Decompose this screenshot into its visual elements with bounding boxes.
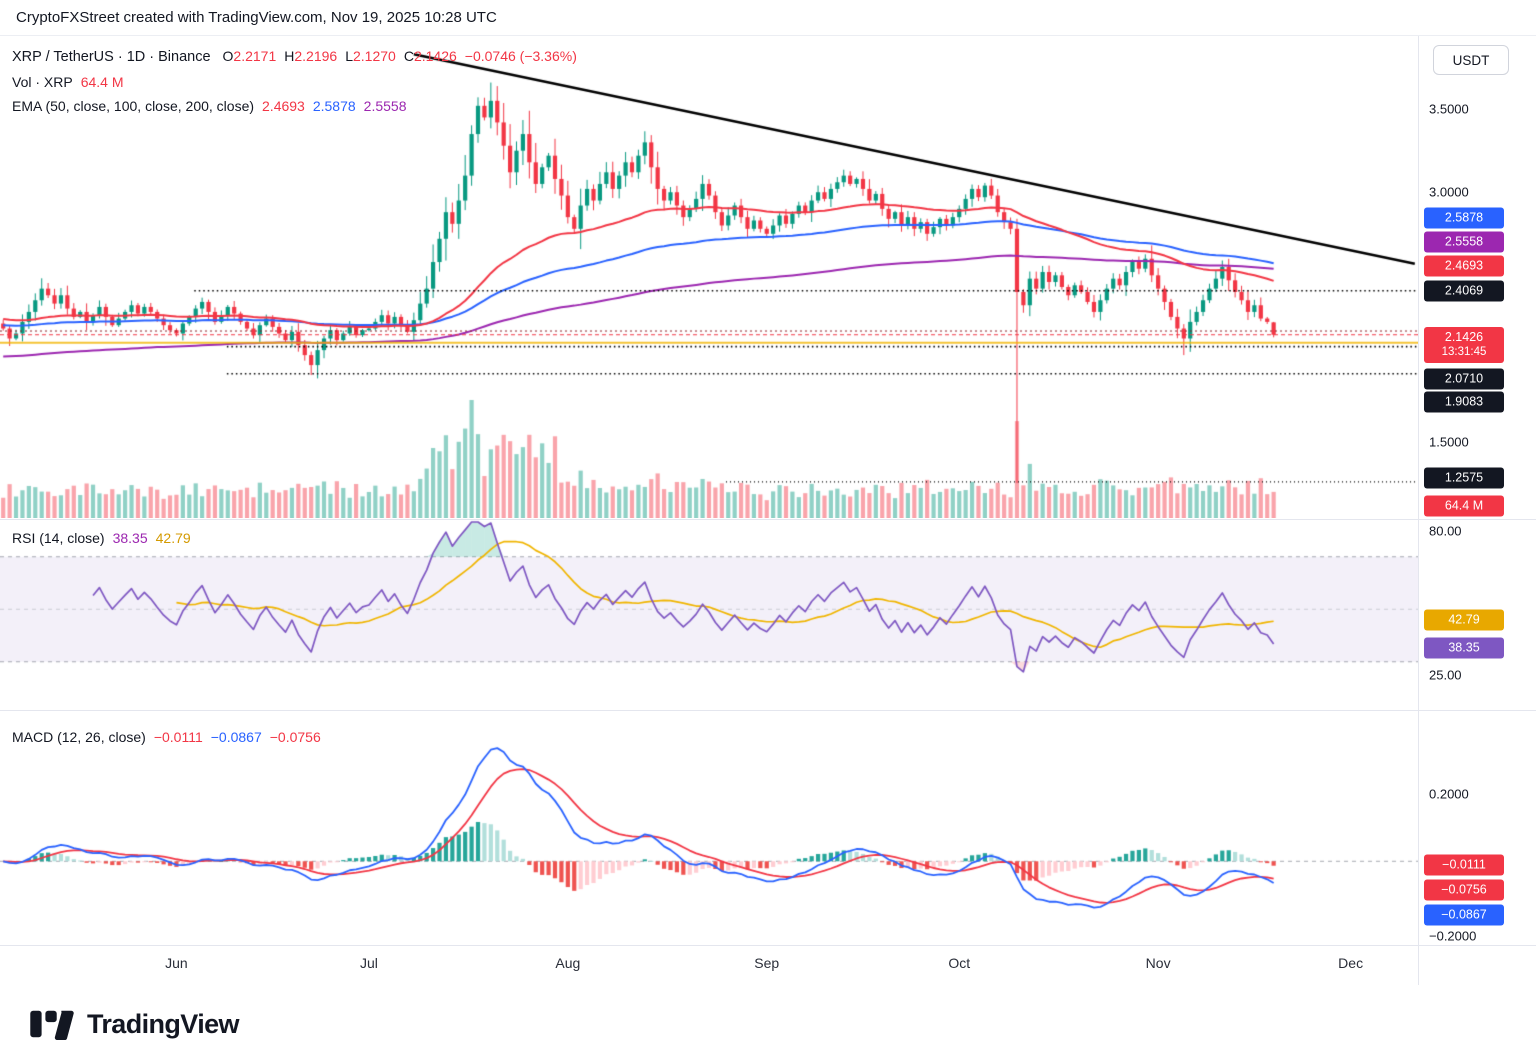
scale-badge: 2.4693 (1424, 255, 1504, 277)
scale-badge: 2.1426 13:31:45 (1424, 326, 1504, 363)
currency-toggle-button[interactable]: USDT (1433, 45, 1509, 75)
tradingview-logo[interactable] (30, 1007, 74, 1041)
scale-label: 80.00 (1429, 523, 1462, 538)
scale-label: −0.2000 (1429, 928, 1477, 944)
scale-label: 3.5000 (1429, 101, 1469, 117)
rsi-chart-canvas[interactable] (0, 520, 1418, 709)
scale-badge: 64.4 M (1424, 495, 1504, 517)
price-scale-column: USDT 3.5000 3.0000 2.5878 2.5558 2.4693 2.406… (1418, 36, 1536, 985)
scale-badge: 38.35 (1424, 637, 1504, 659)
scale-badge: 2.4069 (1424, 280, 1504, 302)
time-axis-label: Nov (1145, 955, 1171, 971)
time-axis-label: Sep (754, 955, 780, 971)
price-pane[interactable]: XRP / TetherUS · 1D · Binance O2.2171 H2… (0, 36, 1418, 520)
scale-badge: 1.2575 (1424, 467, 1504, 489)
macd-chart-canvas[interactable] (0, 711, 1418, 944)
scale-badge: −0.0867 (1424, 904, 1504, 926)
price-scale[interactable]: USDT 3.5000 3.0000 2.5878 2.5558 2.4693 2.406… (1419, 36, 1536, 520)
time-axis-label: Jul (359, 955, 378, 971)
scale-label: 3.0000 (1429, 184, 1469, 200)
scale-badge: 42.79 (1424, 609, 1504, 631)
scale-badge: 2.0710 (1424, 368, 1504, 390)
scale-label: 0.2000 (1429, 786, 1469, 802)
macd-pane[interactable]: MACD (12, 26, close) −0.0111 −0.0867 −0.… (0, 711, 1418, 946)
scale-badge: 2.5878 (1424, 207, 1504, 229)
scale-badge: −0.0111 (1424, 854, 1504, 876)
scale-badge: 2.5558 (1424, 231, 1504, 253)
price-chart-canvas[interactable] (0, 36, 1418, 518)
rsi-scale[interactable]: 80.00 42.79 38.35 25.00 (1419, 520, 1536, 711)
scale-label: 25.00 (1429, 667, 1462, 683)
tradingview-wordmark[interactable]: TradingView (87, 1008, 240, 1039)
time-axis-label: Aug (555, 955, 581, 971)
scale-label: 1.5000 (1429, 434, 1469, 450)
time-axis-label: Oct (948, 955, 971, 971)
chart-container: XRP / TetherUS · 1D · Binance O2.2171 H2… (0, 36, 1536, 985)
time-axis[interactable]: Jun Jul Aug Sep Oct Nov Dec (0, 946, 1418, 985)
rsi-pane[interactable]: RSI (14, close) 38.35 42.79 (0, 520, 1418, 711)
time-axis-label: Dec (1338, 955, 1364, 971)
scale-badge: 1.9083 (1424, 391, 1504, 413)
scale-corner (1419, 946, 1536, 985)
macd-scale[interactable]: 0.2000 −0.0111 −0.0756 −0.0867 −0.2000 (1419, 711, 1536, 946)
chart-panes: XRP / TetherUS · 1D · Binance O2.2171 H2… (0, 36, 1418, 985)
attribution-bar: CryptoFXStreet created with TradingView.… (0, 0, 1536, 36)
time-axis-label: Jun (165, 955, 188, 971)
attribution-text: CryptoFXStreet created with TradingView.… (16, 9, 497, 26)
scale-badge: −0.0756 (1424, 879, 1504, 901)
footer: TradingView (0, 985, 1536, 1063)
